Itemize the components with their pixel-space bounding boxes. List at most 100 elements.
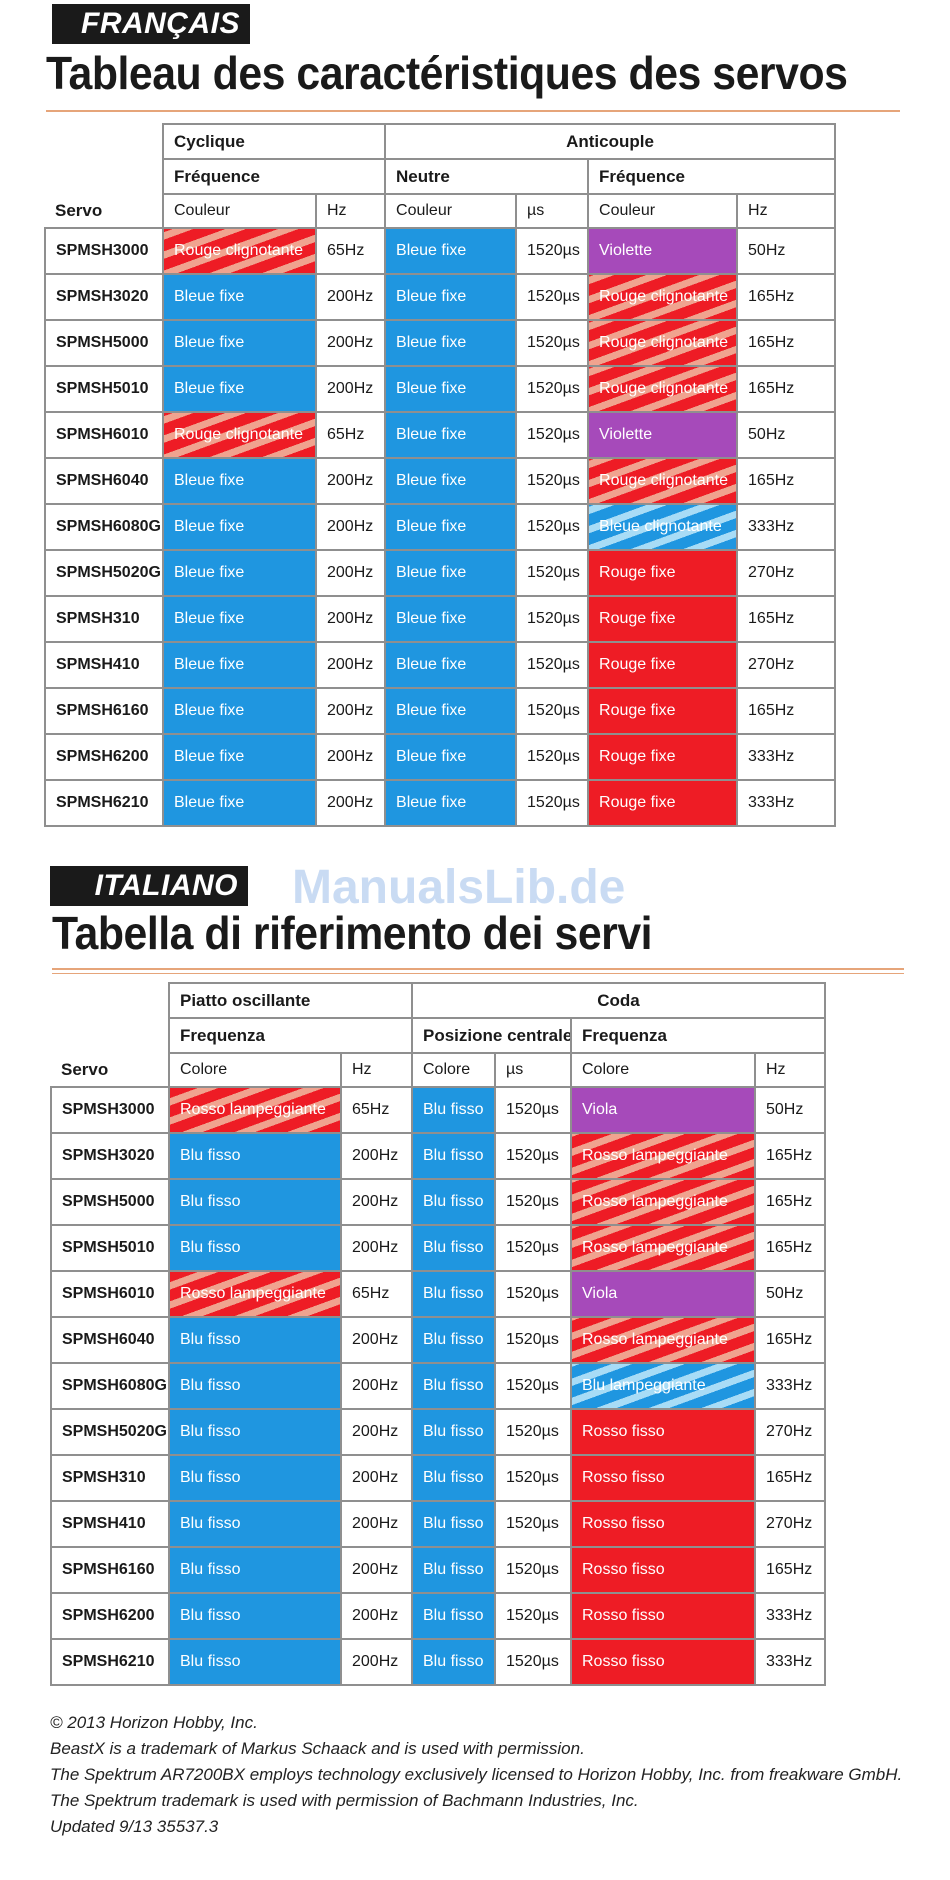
neutral-pulse: 1520µs <box>494 1638 572 1686</box>
neutral-color: Bleue fixe <box>384 641 518 689</box>
swash-color: Blu fisso <box>168 1362 342 1410</box>
neutral-color: Bleue fixe <box>384 457 518 505</box>
tail-frequency: 165Hz <box>754 1454 826 1502</box>
neutral-color: Bleue fixe <box>384 227 518 275</box>
neutral-color: Blu fisso <box>411 1086 496 1134</box>
servo-model: SPMSH410 <box>50 1500 170 1548</box>
corner-blank <box>51 1018 170 1053</box>
neutral-pulse: 1520µs <box>515 227 590 275</box>
neutral-pulse: 1520µs <box>494 1362 572 1410</box>
group-header: Coda <box>411 982 826 1019</box>
swash-color: Bleue fixe <box>162 733 317 781</box>
tail-frequency: 165Hz <box>736 595 837 643</box>
servo-table: Piatto oscillante Coda Frequenza Posizio… <box>50 982 826 1686</box>
neutral-pulse: 1520µs <box>515 319 590 367</box>
swash-color: Bleue fixe <box>162 687 317 735</box>
neutral-pulse: 1520µs <box>515 503 590 551</box>
tail-color: Rosso lampeggiante <box>570 1132 756 1180</box>
tail-frequency: 270Hz <box>736 549 837 597</box>
table-row: SPMSH3020 Blu fisso 200Hz Blu fisso 1520µs Ro… <box>50 1132 826 1180</box>
tail-color: Rouge clignotante <box>587 273 739 321</box>
tail-frequency: 165Hz <box>736 319 837 367</box>
footer-updated: Updated 9/13 35537.3 <box>50 1817 219 1836</box>
tail-color: Rouge fixe <box>587 641 739 689</box>
neutral-color: Bleue fixe <box>384 779 518 827</box>
tail-frequency: 270Hz <box>754 1500 826 1548</box>
table-row: SPMSH6200 Blu fisso 200Hz Blu fisso 1520µs Ro… <box>50 1592 826 1640</box>
servo-model: SPMSH6080G <box>50 1362 170 1410</box>
table-row: SPMSH410 Bleue fixe 200Hz Bleue fixe 1520µs R… <box>44 641 837 689</box>
servo-model: SPMSH6040 <box>44 457 164 505</box>
swash-frequency: 200Hz <box>340 1592 413 1640</box>
table-row: SPMSH5000 Blu fisso 200Hz Blu fisso 1520µs Ro… <box>50 1178 826 1226</box>
swash-color: Bleue fixe <box>162 595 317 643</box>
neutral-color: Blu fisso <box>411 1592 496 1640</box>
tail-color: Viola <box>570 1086 756 1134</box>
servo-model: SPMSH3000 <box>44 227 164 275</box>
table-row: SPMSH6010 Rosso lampeggiante 65Hz Blu fisso… <box>50 1270 826 1318</box>
neutral-pulse: 1520µs <box>494 1408 572 1456</box>
subgroup-header: Frequenza <box>168 1017 413 1054</box>
table-row: SPMSH6080G Blu fisso 200Hz Blu fisso 1520µs B… <box>50 1362 826 1410</box>
servo-model: SPMSH5000 <box>50 1178 170 1226</box>
column-header-hz: Hz <box>736 193 837 229</box>
neutral-color: Blu fisso <box>411 1178 496 1226</box>
swash-color: Blu fisso <box>168 1500 342 1548</box>
tail-color: Rosso lampeggiante <box>570 1224 756 1272</box>
tail-color: Rouge fixe <box>587 687 739 735</box>
servo-model: SPMSH6200 <box>50 1592 170 1640</box>
swash-frequency: 200Hz <box>314 687 387 735</box>
language-badge: ITALIANO <box>50 866 248 906</box>
neutral-pulse: 1520µs <box>494 1500 572 1548</box>
group-header: Anticouple <box>384 123 837 160</box>
swash-frequency: 200Hz <box>340 1224 413 1272</box>
table-row: SPMSH6200 Bleue fixe 200Hz Bleue fixe 1520µs… <box>44 733 837 781</box>
neutral-pulse: 1520µs <box>494 1270 572 1318</box>
tail-color: Rouge clignotante <box>587 365 739 413</box>
table-row: SPMSH5010 Bleue fixe 200Hz Bleue fixe 1520µs… <box>44 365 837 413</box>
swash-frequency: 200Hz <box>314 779 387 827</box>
column-header-color: Colore <box>168 1052 342 1088</box>
table-row: SPMSH6210 Blu fisso 200Hz Blu fisso 1520µs Ro… <box>50 1638 826 1686</box>
tail-frequency: 270Hz <box>736 641 837 689</box>
servo-model: SPMSH6040 <box>50 1316 170 1364</box>
servo-model: SPMSH6210 <box>44 779 164 827</box>
tail-frequency: 165Hz <box>754 1178 826 1226</box>
neutral-color: Bleue fixe <box>384 411 518 459</box>
swash-color: Blu fisso <box>168 1132 342 1180</box>
subgroup-header: Frequenza <box>570 1017 826 1054</box>
tail-frequency: 165Hz <box>754 1546 826 1594</box>
swash-color: Rouge clignotante <box>162 227 317 275</box>
footer-trademark-spektrum: The Spektrum trademark is used with perm… <box>50 1791 639 1810</box>
neutral-color: Bleue fixe <box>384 687 518 735</box>
swash-frequency: 200Hz <box>340 1316 413 1364</box>
group-header: Piatto oscillante <box>168 982 413 1019</box>
neutral-pulse: 1520µs <box>494 1316 572 1364</box>
tail-color: Rouge clignotante <box>587 319 739 367</box>
column-header-color: Couleur <box>384 193 518 229</box>
neutral-color: Bleue fixe <box>384 503 518 551</box>
swash-frequency: 200Hz <box>340 1454 413 1502</box>
neutral-pulse: 1520µs <box>494 1224 572 1272</box>
neutral-color: Blu fisso <box>411 1316 496 1364</box>
swash-color: Blu fisso <box>168 1454 342 1502</box>
neutral-pulse: 1520µs <box>515 273 590 321</box>
tail-frequency: 333Hz <box>754 1638 826 1686</box>
tail-color: Blu lampeggiante <box>570 1362 756 1410</box>
tail-frequency: 270Hz <box>754 1408 826 1456</box>
neutral-color: Blu fisso <box>411 1224 496 1272</box>
table-row: SPMSH410 Blu fisso 200Hz Blu fisso 1520µs Ros… <box>50 1500 826 1548</box>
swash-frequency: 200Hz <box>314 319 387 367</box>
servo-model: SPMSH6010 <box>44 411 164 459</box>
watermark: ManualsLib.de <box>292 861 626 914</box>
servo-model: SPMSH3000 <box>50 1086 170 1134</box>
table-row: SPMSH3000 Rouge clignotante 65Hz Bleue fixe… <box>44 227 837 275</box>
tail-frequency: 50Hz <box>736 227 837 275</box>
neutral-pulse: 1520µs <box>494 1454 572 1502</box>
swash-frequency: 200Hz <box>340 1362 413 1410</box>
servo-model: SPMSH3020 <box>50 1132 170 1180</box>
table-row: SPMSH3020 Bleue fixe 200Hz Bleue fixe 1520µs… <box>44 273 837 321</box>
section-title: Tableau des caractéristiques des servos <box>46 47 848 99</box>
table-row: SPMSH6160 Blu fisso 200Hz Blu fisso 1520µs Ro… <box>50 1546 826 1594</box>
neutral-pulse: 1520µs <box>494 1592 572 1640</box>
